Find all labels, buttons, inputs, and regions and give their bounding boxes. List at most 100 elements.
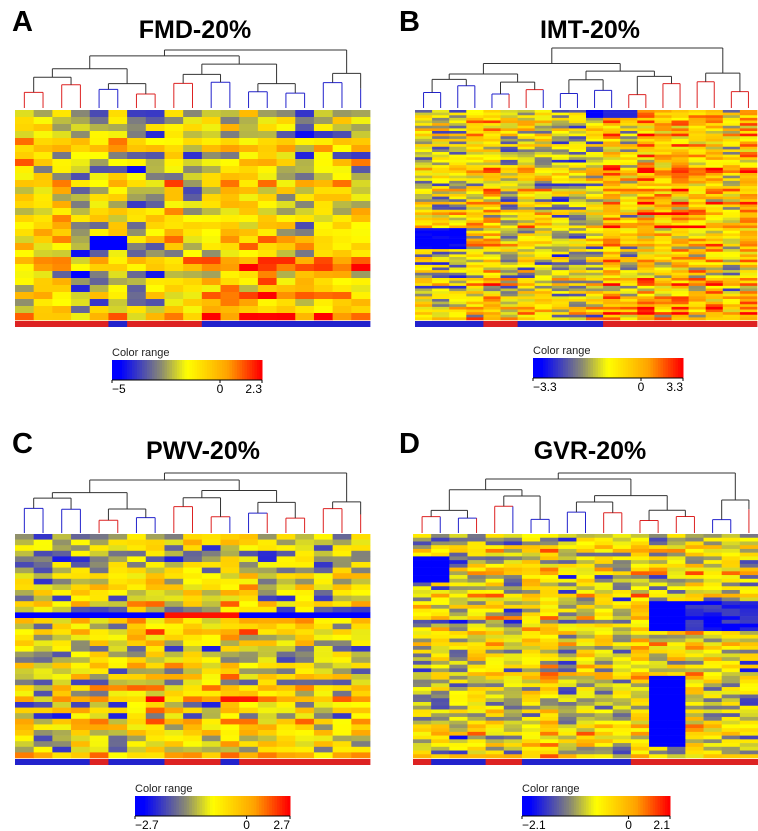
heatmap-cell <box>466 280 484 284</box>
legend-swatch <box>160 796 164 816</box>
heatmap-cell <box>201 685 221 692</box>
heatmap-cell <box>534 220 553 224</box>
heatmap-cell <box>413 735 432 740</box>
heatmap-cell <box>568 301 587 305</box>
heatmap-cell <box>183 651 203 658</box>
heatmap-cell <box>503 653 523 658</box>
heatmap-cell <box>637 207 655 211</box>
legend-swatch <box>553 358 556 378</box>
heatmap-cell <box>576 590 595 595</box>
heatmap-cell <box>739 128 758 132</box>
heatmap-cell <box>108 690 128 697</box>
heatmap-cell <box>164 278 184 286</box>
heatmap-cell <box>108 612 128 619</box>
heatmap-cell <box>540 537 559 542</box>
heatmap-cell <box>500 141 518 145</box>
heatmap-cell <box>500 272 518 276</box>
heatmap-cell <box>449 120 467 124</box>
heatmap-cell <box>415 209 433 213</box>
heatmap-cell <box>466 201 484 205</box>
heatmap-cell <box>637 288 655 292</box>
heatmap-cell <box>466 236 484 239</box>
heatmap-cell <box>71 685 91 692</box>
heatmap-cell <box>586 251 604 255</box>
heatmap-cell <box>33 629 53 636</box>
heatmap-cell <box>415 285 433 289</box>
heatmap-cell <box>551 167 570 171</box>
heatmap-cell <box>239 730 259 736</box>
heatmap-cell <box>432 154 450 158</box>
heatmap-cell <box>239 292 259 300</box>
heatmap-cell <box>568 257 587 260</box>
heatmap-cell <box>685 683 704 688</box>
heatmap-cell <box>351 606 371 613</box>
heatmap-cell <box>449 709 468 714</box>
heatmap-cell <box>33 612 53 619</box>
heatmap-cell <box>449 293 467 297</box>
heatmap-cell <box>521 608 541 613</box>
heatmap-cell <box>688 222 707 226</box>
heatmap-cell <box>603 144 621 148</box>
heatmap-cell <box>649 664 668 669</box>
legend-title: Color range <box>533 345 590 357</box>
heatmap-cell <box>145 117 165 125</box>
heatmap-cell <box>521 675 541 680</box>
heatmap-cell <box>431 623 450 628</box>
heatmap-cell <box>71 735 91 742</box>
heatmap-cell <box>649 642 668 647</box>
heatmap-cell <box>721 687 741 692</box>
heatmap-cell <box>568 175 587 179</box>
heatmap-cell <box>654 149 672 153</box>
heatmap-cell <box>500 117 518 121</box>
heatmap-cell <box>276 640 296 647</box>
legend-swatch <box>127 360 130 380</box>
legend-swatch <box>568 358 571 378</box>
heatmap-cell <box>220 718 240 725</box>
heatmap-cell <box>540 582 559 587</box>
heatmap-cell <box>52 662 72 669</box>
legend-swatch <box>279 796 283 816</box>
heatmap-cell <box>145 730 165 736</box>
legend-swatch <box>561 796 565 816</box>
heatmap-cell <box>164 662 184 669</box>
heatmap-cell <box>620 309 638 313</box>
heatmap-cell <box>688 136 707 140</box>
heatmap-cell <box>721 563 741 568</box>
legend-swatch <box>660 796 664 816</box>
group-bar-segment <box>467 759 487 765</box>
legend-swatch <box>147 796 151 816</box>
heatmap-cell <box>703 552 723 557</box>
heatmap-cell <box>685 705 704 710</box>
heatmap-cell <box>649 604 668 609</box>
heatmap-cell <box>568 259 587 263</box>
heatmap-cell <box>517 317 536 321</box>
heatmap-cell <box>33 194 53 202</box>
heatmap-cell <box>483 220 501 224</box>
heatmap-cell <box>52 556 72 563</box>
heatmap-cell <box>688 196 707 200</box>
heatmap-cell <box>671 275 689 279</box>
heatmap-cell <box>413 660 432 665</box>
heatmap-cell <box>603 141 621 145</box>
heatmap-cell <box>500 257 518 260</box>
legend-swatch <box>554 796 558 816</box>
heatmap-cell <box>164 539 184 546</box>
heatmap-cell <box>183 236 203 244</box>
heatmap-cell <box>586 215 604 218</box>
heatmap-cell <box>276 110 296 118</box>
heatmap-cell <box>449 631 468 636</box>
heatmap-cell <box>630 582 650 587</box>
heatmap-cell <box>739 233 758 237</box>
heatmap-cell <box>483 170 501 174</box>
heatmap-cell <box>313 166 334 174</box>
heatmap-cell <box>89 651 109 658</box>
heatmap-cell <box>705 138 724 142</box>
heatmap-cell <box>108 623 128 630</box>
heatmap-cell <box>705 264 724 268</box>
heatmap-cell <box>145 208 165 216</box>
heatmap-cell <box>415 291 433 295</box>
heatmap-cell <box>739 586 758 591</box>
heatmap-cell <box>89 634 109 641</box>
heatmap-cell <box>257 702 277 708</box>
heatmap-cell <box>276 601 296 608</box>
